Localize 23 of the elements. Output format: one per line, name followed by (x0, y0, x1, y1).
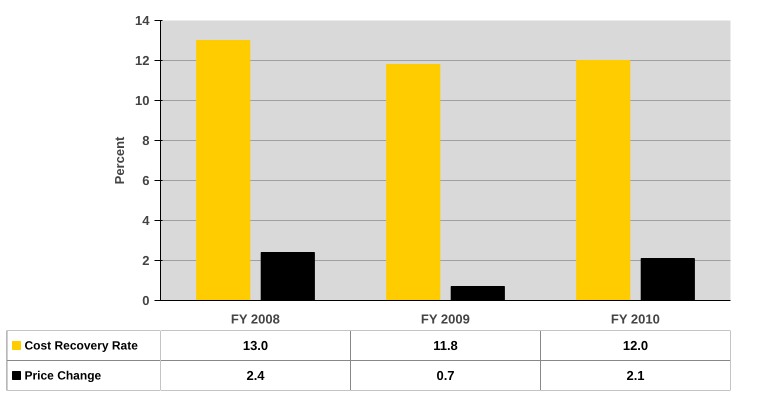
y-tick-label: 2 (142, 253, 150, 268)
y-tick-label: 10 (135, 93, 150, 108)
y-tick-label: 4 (142, 213, 150, 228)
data-label: 12.0 (622, 338, 648, 353)
data-label: 2.1 (626, 368, 645, 383)
y-tick-label: 0 (142, 293, 150, 308)
bar (196, 40, 250, 300)
bar (386, 64, 440, 300)
y-tick-label: 12 (135, 53, 150, 68)
data-label: 11.8 (433, 338, 458, 353)
legend-label: Cost Recovery Rate (24, 338, 138, 352)
x-tick-label: FY 2010 (610, 312, 660, 326)
y-axis-title: Percent (112, 136, 128, 184)
y-tick-label: 8 (142, 133, 150, 148)
data-label: 13.0 (242, 338, 268, 353)
data-label: 2.4 (246, 368, 266, 383)
x-tick-label: FY 2009 (420, 312, 470, 326)
data-label: 0.7 (436, 368, 455, 383)
y-tick-label: 14 (135, 13, 150, 28)
y-tick-label: 6 (142, 173, 150, 188)
x-tick-label: FY 2008 (230, 312, 280, 326)
bar (576, 60, 630, 300)
legend-label: Price Change (24, 368, 102, 382)
